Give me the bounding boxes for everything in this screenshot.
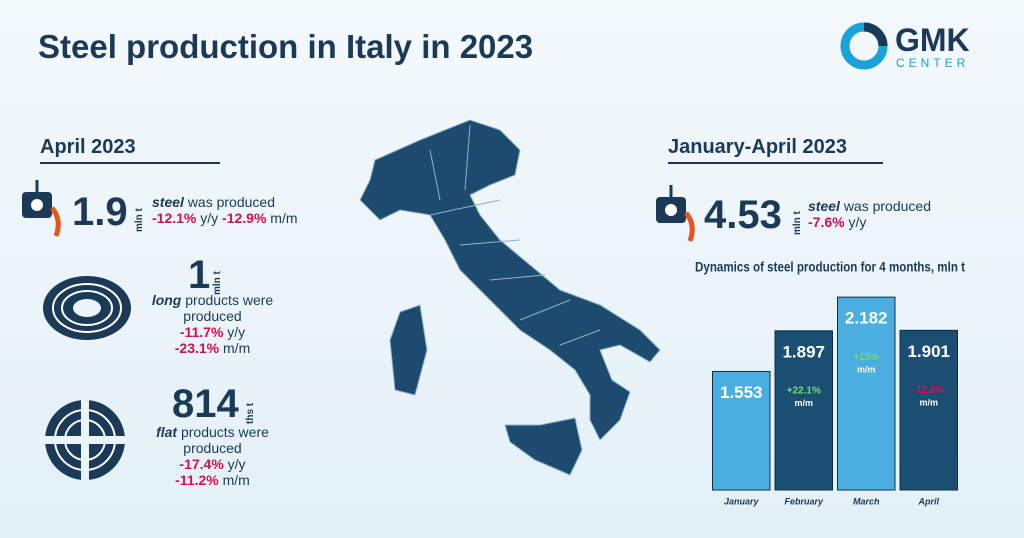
text: was produced	[843, 198, 931, 214]
unit: m/m	[222, 472, 250, 488]
text: was produced	[187, 194, 275, 210]
unit: m/m	[270, 210, 298, 226]
label: steel	[152, 194, 184, 210]
logo-sub: CENTER	[896, 56, 970, 70]
section-header: January-April 2023	[668, 136, 883, 164]
change: -12.9%	[222, 210, 267, 226]
value-label: 1.553	[720, 383, 763, 402]
ladle-icon	[22, 180, 61, 237]
bar-chart: Dynamics of steel production for 4 month…	[695, 259, 965, 507]
change: -12.1%	[152, 210, 197, 226]
change: -23.1%	[174, 340, 220, 356]
bar	[774, 330, 833, 491]
value: 814	[172, 382, 239, 426]
text: products were produced	[183, 292, 274, 324]
change-unit: m/m	[794, 398, 813, 408]
x-tick-label: February	[784, 496, 824, 506]
x-tick-label: March	[853, 496, 880, 506]
ladle-icon	[656, 185, 695, 242]
label: flat	[156, 424, 178, 440]
unit: y/y	[227, 324, 246, 340]
value: 1.9	[72, 190, 128, 234]
unit: mln t	[792, 211, 803, 235]
change: -11.2%	[175, 472, 219, 488]
label: steel	[808, 198, 840, 214]
x-tick-label: April	[917, 496, 939, 506]
change-label: +22.1%	[787, 385, 821, 396]
value-label: 1.901	[907, 342, 950, 361]
chart-title: Dynamics of steel production for 4 month…	[695, 259, 965, 275]
change-unit: m/m	[857, 365, 876, 375]
logo-icon	[840, 22, 888, 70]
change-unit: m/m	[919, 398, 938, 408]
unit: y/y	[200, 210, 219, 226]
x-tick-label: January	[724, 496, 760, 506]
value: 1	[188, 253, 211, 297]
bar	[899, 329, 958, 491]
change-label: +15%	[853, 352, 879, 363]
value-label: 1.897	[782, 342, 825, 361]
value-label: 2.182	[845, 309, 888, 328]
change: -7.6%	[808, 214, 845, 230]
coil-icon	[43, 276, 131, 340]
text: products were produced	[180, 424, 269, 456]
change: -11.7%	[179, 324, 224, 340]
title: Steel production in Italy in 2023	[38, 28, 534, 65]
logo-text: GMK	[895, 22, 970, 58]
value: 4.53	[704, 193, 782, 237]
section-header: April 2023	[40, 136, 220, 164]
change: -17.4%	[179, 456, 224, 472]
unit: y/y	[848, 214, 867, 230]
bar	[712, 370, 771, 491]
bar	[837, 296, 896, 491]
flat-roll-icon	[45, 400, 125, 480]
change-label: -12.9%	[913, 385, 945, 396]
unit: m/m	[223, 340, 251, 356]
label: long	[151, 292, 182, 308]
unit: y/y	[227, 456, 246, 472]
